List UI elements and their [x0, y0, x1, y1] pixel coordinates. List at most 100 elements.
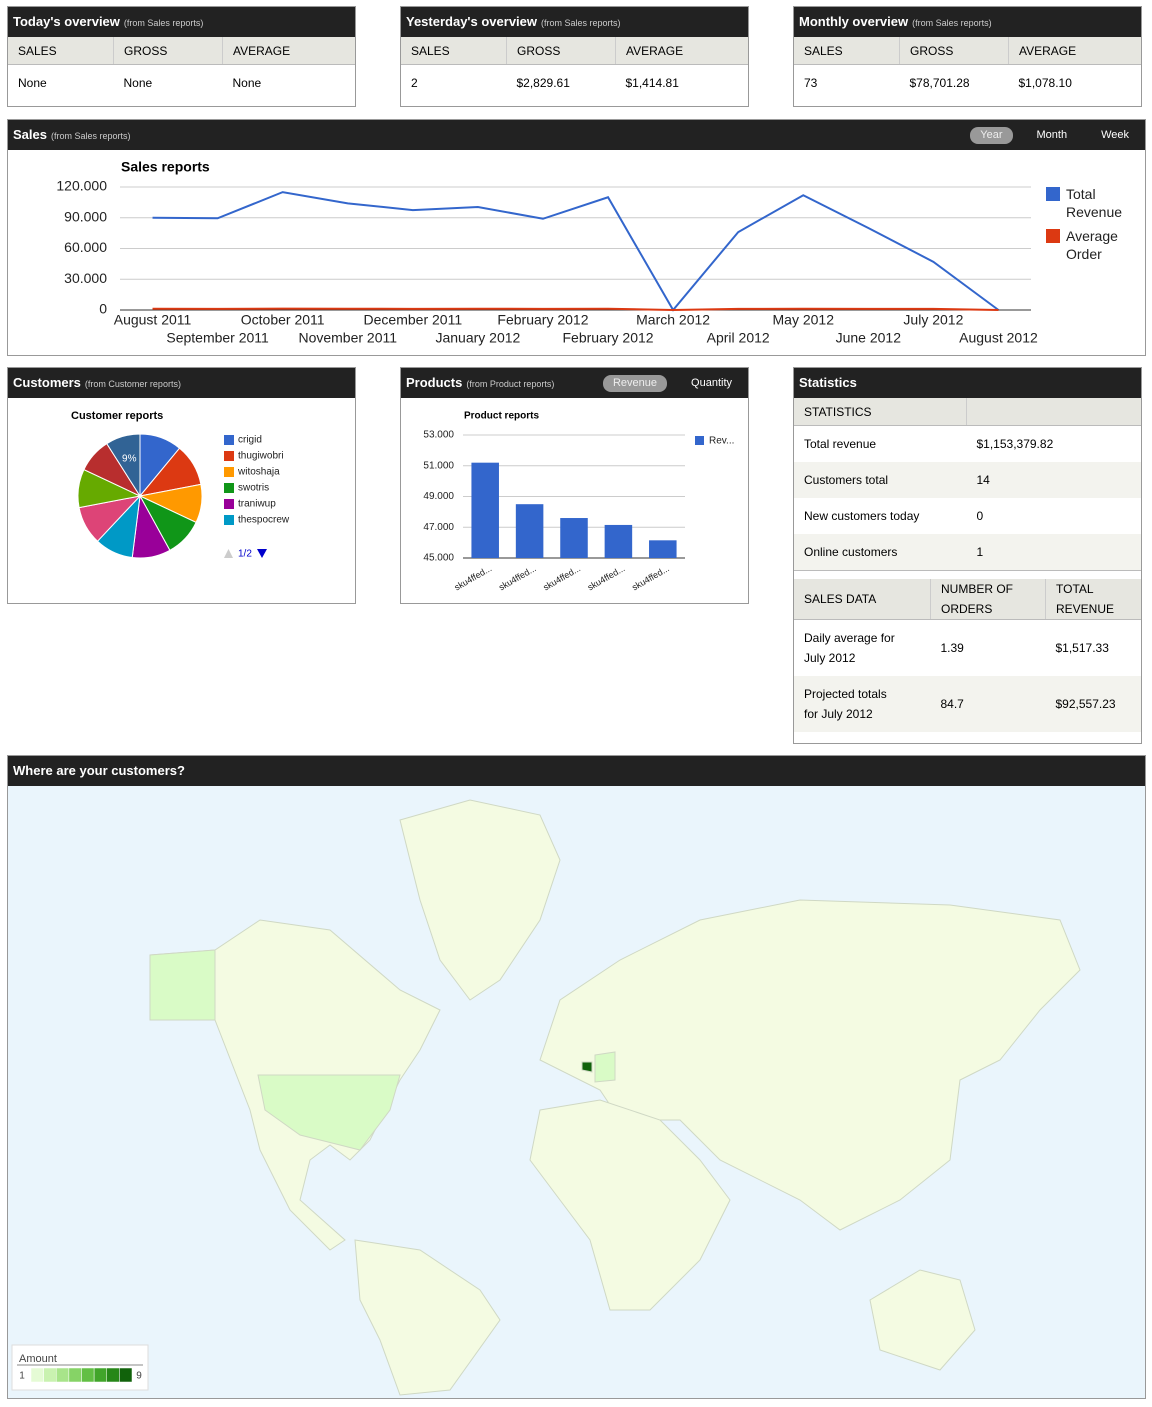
- table-cell: 0: [976, 509, 984, 523]
- legend: Total Revenue Average Order: [1046, 185, 1130, 269]
- tab[interactable]: Year: [970, 126, 1013, 144]
- panel-title: Products: [406, 375, 463, 390]
- table-cell: $2,829.61: [516, 76, 570, 90]
- table-row: None None None: [8, 65, 355, 102]
- column-header: GROSS: [506, 37, 616, 65]
- panel-title: Sales: [13, 127, 47, 142]
- table-body: 2 $2,829.61 $1,414.81: [401, 65, 748, 102]
- panel: Where are your customers?: [7, 755, 1146, 1399]
- panel-header: Products (from Product reports) Revenue Qua…: [401, 368, 748, 398]
- table-cell: Customers total: [794, 462, 967, 498]
- table-cell: $1,153,379.82: [976, 437, 1054, 451]
- panel-source: (from Customer reports): [84, 379, 181, 389]
- table-row: 73 $78,701.28 $1,078.10: [794, 65, 1141, 102]
- table-cell: Total revenue: [804, 437, 877, 451]
- header-row: SALES GROSS AVERAGE: [8, 37, 355, 65]
- tab[interactable]: Quantity: [691, 376, 732, 389]
- table: SALES DATA NUMBER OF ORDERS TOTAL REVENUE D…: [794, 579, 1141, 732]
- panel: Sales (from Sales reports) Year Month Week: [7, 119, 1146, 356]
- panel-header: Where are your customers?: [8, 756, 1145, 786]
- panel-source: (from Sales reports): [912, 18, 992, 28]
- header-row: SALES DATA NUMBER OF ORDERS TOTAL REVENUE: [794, 579, 1141, 620]
- panel: Yesterday's overview (from Sales reports)…: [400, 6, 749, 107]
- table-cell: $1,414.81: [625, 76, 679, 90]
- panel-source: (from Sales reports): [50, 131, 131, 141]
- panel-source: (from Sales reports): [123, 18, 204, 28]
- panel-title: Customers: [13, 375, 81, 390]
- panel-title: Yesterday's overview: [406, 14, 538, 29]
- panel-source: (from Product reports): [466, 379, 555, 389]
- spacer: [794, 570, 1141, 579]
- panel: Today's overview (from Sales reports) SALE…: [7, 6, 356, 107]
- header-row: SALES GROSS AVERAGE: [401, 37, 748, 65]
- table-cell: Online customers: [794, 534, 967, 570]
- panel-header: Statistics: [794, 368, 1141, 398]
- table-head: SALES GROSS AVERAGE: [794, 37, 1141, 65]
- table-cell: None: [18, 76, 47, 90]
- column-header: AVERAGE: [1008, 37, 1141, 65]
- table-row: Projected totals for July 2012 84.7 $92,55…: [794, 676, 1141, 732]
- panel: Statistics STATISTICS Total revenue $1,153,…: [793, 367, 1142, 744]
- table-row: Daily average for July 2012 1.39 $1,517.33: [794, 620, 1141, 677]
- table-cell: $78,701.28: [909, 76, 970, 90]
- column-header: SALES: [401, 37, 507, 65]
- table-cell: Projected totals for July 2012: [794, 676, 931, 732]
- tab[interactable]: Month: [1036, 128, 1068, 141]
- header-row: STATISTICS: [794, 398, 1141, 426]
- column-header: SALES: [8, 37, 114, 65]
- tab[interactable]: Week: [1101, 128, 1129, 141]
- legend-item: Average Order: [1046, 227, 1130, 263]
- table-row: New customers today 0: [794, 498, 1141, 534]
- panel-title: Monthly overview: [799, 14, 909, 29]
- tabs: Revenue Quantity: [602, 368, 742, 398]
- legend-swatch: [1046, 187, 1060, 201]
- table-head: STATISTICS: [794, 398, 1141, 426]
- table: STATISTICS Total revenue $1,153,379.82 Cust…: [794, 398, 1141, 570]
- table: SALES GROSS AVERAGE 73 $78,701.28 $1,078.10: [794, 37, 1141, 101]
- table-cell: None: [232, 76, 262, 90]
- table-cell: Daily average for July 2012: [804, 631, 895, 665]
- tabs: Year Month Week: [970, 120, 1139, 150]
- column-header: [966, 398, 1141, 426]
- table-head: SALES DATA NUMBER OF ORDERS TOTAL REVENUE: [794, 579, 1141, 620]
- table-row: 2 $2,829.61 $1,414.81: [401, 65, 748, 102]
- panel-header: Monthly overview (from Sales reports): [794, 7, 1141, 37]
- header-row: SALES GROSS AVERAGE: [794, 37, 1141, 65]
- table: SALES GROSS AVERAGE None None None: [8, 37, 355, 101]
- panel-header: Customers (from Customer reports): [8, 368, 355, 398]
- panel-source: (from Sales reports): [541, 18, 621, 28]
- column-header: GROSS: [899, 37, 1009, 65]
- column-header: STATISTICS: [794, 398, 967, 426]
- table-row: Online customers 1: [794, 534, 1141, 570]
- legend-label: Total Revenue: [1066, 186, 1123, 220]
- table-cell: $1,078.10: [1018, 76, 1072, 90]
- table-body: Total revenue $1,153,379.82 Customers tota…: [794, 426, 1141, 570]
- panel-header: Sales (from Sales reports) Year Month Week: [8, 120, 1145, 150]
- table: SALES GROSS AVERAGE 2 $2,829.61 $1,414.81: [401, 37, 748, 101]
- panel-title: Statistics: [799, 375, 857, 390]
- panel-title: Where are your customers?: [13, 763, 185, 778]
- table-cell: 1.39: [940, 641, 964, 655]
- table-cell: $1,517.33: [1055, 641, 1109, 655]
- table-row: Total revenue $1,153,379.82: [794, 426, 1141, 463]
- column-header: GROSS: [113, 37, 223, 65]
- legend-swatch: [1046, 229, 1060, 243]
- table-cell: 84.7: [930, 676, 1046, 732]
- column-header: AVERAGE: [222, 37, 355, 65]
- legend-label: Average Order: [1066, 228, 1118, 262]
- column-header: TOTAL REVENUE: [1045, 579, 1141, 620]
- table-head: SALES GROSS AVERAGE: [8, 37, 355, 65]
- table-body: Daily average for July 2012 1.39 $1,517.33…: [794, 620, 1141, 732]
- table-cell: None: [123, 76, 153, 90]
- table-cell: New customers today: [804, 509, 920, 523]
- tab[interactable]: Revenue: [602, 374, 668, 392]
- table-cell: 2: [411, 76, 418, 90]
- column-header: SALES: [794, 37, 900, 65]
- column-header: SALES DATA: [794, 579, 931, 620]
- table-row: Customers total 14: [794, 462, 1141, 498]
- table-cell: 14: [966, 462, 1141, 498]
- column-header: AVERAGE: [615, 37, 748, 65]
- panel-header: Today's overview (from Sales reports): [8, 7, 355, 37]
- panel-header: Yesterday's overview (from Sales reports): [401, 7, 748, 37]
